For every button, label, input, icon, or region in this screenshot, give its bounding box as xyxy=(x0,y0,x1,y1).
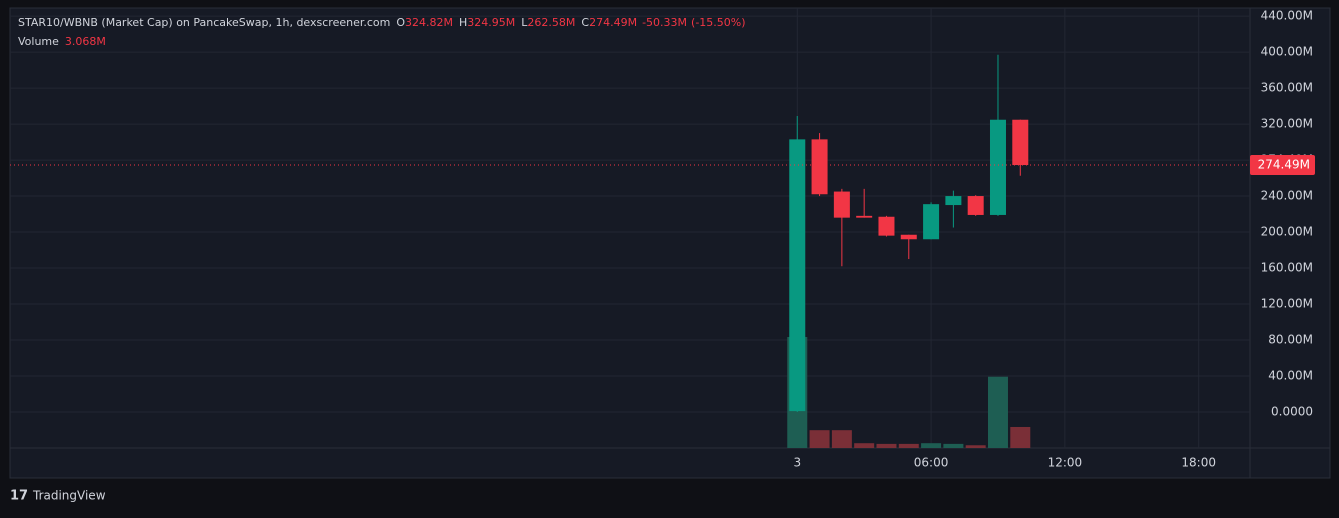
y-tick-label: 160.00M xyxy=(1261,261,1313,275)
volume-bar xyxy=(854,443,875,448)
volume-bar xyxy=(876,443,897,448)
volume-bar xyxy=(965,445,986,448)
y-tick-label: 320.00M xyxy=(1261,117,1313,131)
brand-logo: 𝟭𝟳 xyxy=(10,489,28,504)
brand-name: TradingView xyxy=(32,489,106,503)
legend-line: Volume 3.068M xyxy=(18,35,106,48)
volume-name: Volume xyxy=(18,35,59,48)
x-tick-label: 06:00 xyxy=(914,456,949,470)
y-tick-label: 440.00M xyxy=(1261,9,1313,23)
ohlc-key: C xyxy=(581,16,589,29)
legend-line: STAR10/WBNB (Market Cap) on PancakeSwap,… xyxy=(18,16,746,29)
branding: 𝟭𝟳 TradingView xyxy=(10,489,106,504)
y-tick-label: 80.00M xyxy=(1268,333,1313,347)
ohlc-value: 274.49M xyxy=(589,16,637,29)
y-tick-label: 400.00M xyxy=(1261,45,1313,59)
chart-panel xyxy=(9,7,1331,479)
volume-bar xyxy=(831,430,852,448)
candle-body xyxy=(900,234,917,240)
candle-body xyxy=(967,196,984,215)
x-tick-label: 18:00 xyxy=(1181,456,1216,470)
legend: STAR10/WBNB (Market Cap) on PancakeSwap,… xyxy=(18,16,746,48)
y-tick-label: 40.00M xyxy=(1268,369,1313,383)
ohlc-value: 324.95M xyxy=(467,16,515,29)
y-tick-label: 200.00M xyxy=(1261,225,1313,239)
candle-body xyxy=(878,216,895,236)
legend-title: STAR10/WBNB (Market Cap) on PancakeSwap,… xyxy=(18,16,390,29)
candle-body xyxy=(1012,119,1029,166)
volume-bar xyxy=(809,430,830,448)
legend-change: -50.33M xyxy=(642,16,687,29)
candle-body xyxy=(811,139,828,195)
ohlc-key: O xyxy=(396,16,405,29)
volume-bar xyxy=(921,443,942,448)
ohlc-key: H xyxy=(459,16,467,29)
last-price-box xyxy=(1250,155,1315,176)
y-tick-label: 120.00M xyxy=(1261,297,1313,311)
last-price-label: 274.49M xyxy=(1258,158,1310,172)
volume-bar xyxy=(987,376,1008,448)
y-tick-label: 0.0000 xyxy=(1271,405,1313,419)
ohlc-value: 324.82M xyxy=(405,16,453,29)
candle-body xyxy=(923,204,940,240)
volume-value: 3.068M xyxy=(65,35,106,48)
volume-bar xyxy=(1010,426,1031,448)
candle-body xyxy=(789,139,806,412)
x-tick-label: 12:00 xyxy=(1048,456,1083,470)
candle-body xyxy=(856,215,873,218)
candle-body xyxy=(989,119,1006,215)
ohlc-value: 262.58M xyxy=(527,16,575,29)
y-tick-label: 240.00M xyxy=(1261,189,1313,203)
ohlc-key: L xyxy=(521,16,528,29)
volume-bar xyxy=(898,443,919,448)
candle-body xyxy=(945,196,962,206)
y-tick-label: 360.00M xyxy=(1261,81,1313,95)
volume-bar xyxy=(943,443,964,448)
candle-body xyxy=(833,191,850,218)
legend-change-pct: (-15.50%) xyxy=(691,16,746,29)
x-tick-label: 3 xyxy=(793,456,801,470)
